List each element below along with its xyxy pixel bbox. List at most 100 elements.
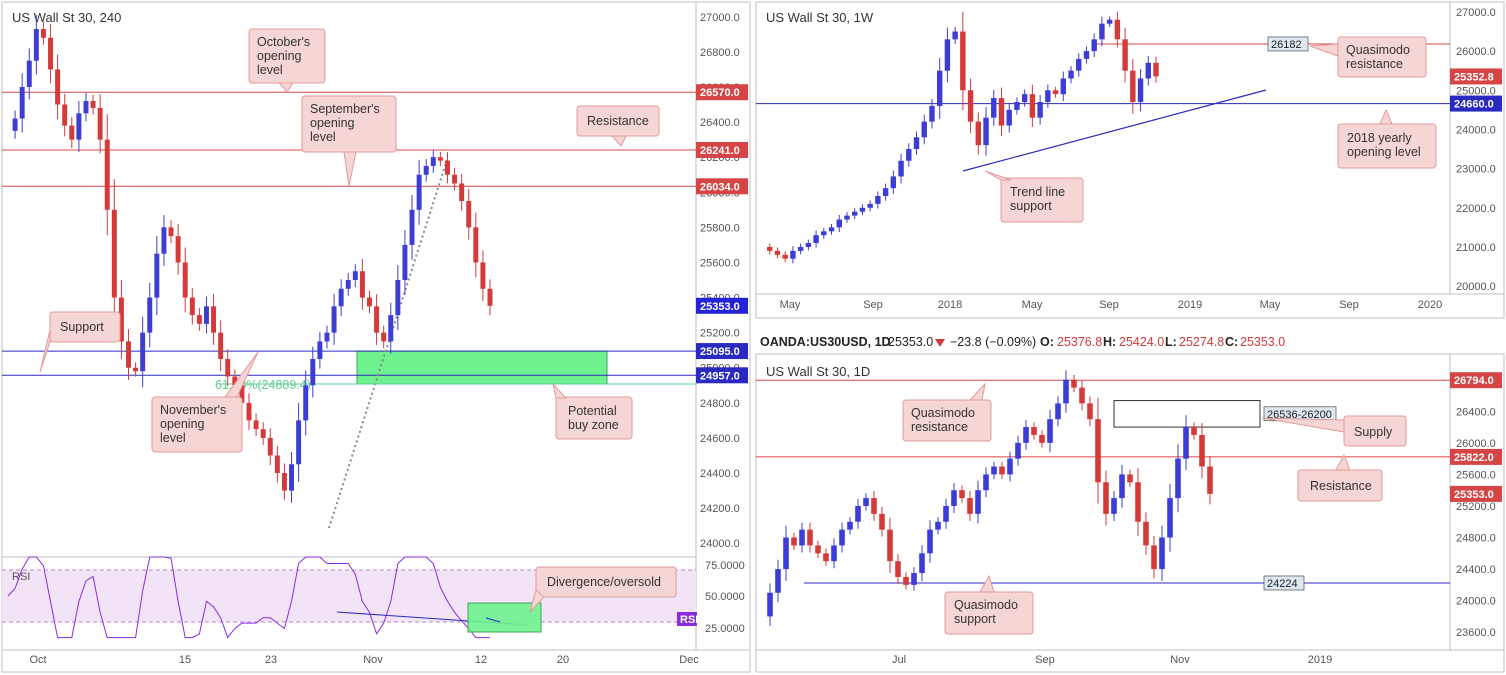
candle-body <box>1095 419 1101 483</box>
candle-body <box>409 209 415 245</box>
svg-text:Resistance: Resistance <box>1310 479 1372 493</box>
candle-body <box>807 529 813 546</box>
symbol-info-bar: OANDA:US30USD, 1D 25353.0 −23.8 (−0.09%)… <box>760 335 1285 349</box>
candle-body <box>1014 102 1020 110</box>
rsi-divergence-tail <box>485 617 501 623</box>
x-tick-label: 12 <box>475 654 487 666</box>
candle-body <box>1153 62 1159 77</box>
candle-body <box>1135 482 1141 522</box>
candle-body <box>168 227 174 237</box>
candle-body <box>1106 19 1113 24</box>
candle-body <box>487 288 493 306</box>
x-tick-label: May <box>1022 299 1043 311</box>
candle-body <box>813 235 819 244</box>
last-price-tag <box>1450 68 1502 85</box>
candle-body <box>90 101 96 109</box>
candle-body <box>296 420 302 465</box>
candle-body <box>437 157 443 161</box>
candle-body <box>882 188 889 197</box>
level-price-tag <box>696 178 748 195</box>
callout-divergence: Divergence/oversold <box>529 566 677 613</box>
candle-body <box>473 227 479 263</box>
candle-body <box>381 332 387 342</box>
candle-body <box>799 529 805 546</box>
candle-body <box>48 37 54 70</box>
level-price-tag <box>1450 448 1502 465</box>
callout-potential-buy-zone: Potential buy zone <box>552 382 633 440</box>
candle-body <box>452 174 458 184</box>
candle-body <box>782 254 788 259</box>
level-tag-label: 24224 <box>1267 578 1298 590</box>
candle-body <box>459 183 465 202</box>
candle-body <box>331 306 337 333</box>
candle-body <box>774 250 781 255</box>
candle-body <box>836 219 842 228</box>
candle-body <box>310 358 316 386</box>
candle-body <box>189 297 195 316</box>
candle-body <box>1145 62 1151 79</box>
candle-body <box>111 209 117 298</box>
candle-body <box>1191 427 1197 435</box>
last-price-tag <box>696 297 748 314</box>
candle-body <box>324 332 330 342</box>
last-price-tag <box>1450 485 1502 502</box>
svg-text:resistance: resistance <box>1346 57 1403 71</box>
candle-body <box>1143 521 1149 546</box>
y-tick-label: 24000.0 <box>700 538 740 550</box>
callout-november-opening: November's opening level <box>151 351 259 453</box>
level-price-label: 25095.0 <box>700 346 740 358</box>
callout-trend-line-support: Trend line support <box>984 170 1084 223</box>
candle-body <box>952 31 958 40</box>
info-open-label: O: <box>1040 335 1054 349</box>
candle-body <box>76 113 82 140</box>
candle-body <box>444 160 450 175</box>
trend-line-support <box>962 89 1267 172</box>
svg-text:November's: November's <box>160 403 226 417</box>
candle-body <box>783 537 789 570</box>
candle-body <box>367 297 372 307</box>
supply-tag-label: 26536-26200 <box>1267 409 1332 421</box>
info-symbol: OANDA:US30USD, 1D <box>760 335 891 349</box>
candle-body <box>303 385 309 421</box>
callout-october-opening: October's opening level <box>248 28 326 93</box>
chart-1w-panel: US Wall St 30, 1W 27000.0 26000.0 25000.0 2… <box>755 1 1505 319</box>
candle-body <box>1023 427 1029 443</box>
last-price-label: 25353.0 <box>700 301 740 313</box>
candle-body <box>1079 387 1085 404</box>
candle-body <box>338 288 344 307</box>
level-price-tag <box>696 141 748 158</box>
candle-body <box>260 429 266 438</box>
candle-body <box>960 31 966 91</box>
y-tick-label: 24400.0 <box>700 468 740 480</box>
svg-text:level: level <box>310 130 336 144</box>
candle-body <box>1083 51 1090 59</box>
candle-body <box>913 137 920 150</box>
candle-body <box>104 139 110 210</box>
candle-body <box>1127 474 1133 483</box>
level-price-label: 26570.0 <box>700 87 740 99</box>
candle-body <box>797 246 804 251</box>
x-tick-label: May <box>780 299 801 311</box>
chart-1d-title: US Wall St 30, 1D <box>766 364 870 379</box>
candle-body <box>1183 427 1189 459</box>
x-tick-label: Nov <box>363 654 383 666</box>
candle-body <box>1175 458 1181 499</box>
svg-text:Divergence/oversold: Divergence/oversold <box>547 575 661 589</box>
candle-body <box>867 203 873 208</box>
candle-body <box>767 246 773 251</box>
x-tick-label: May <box>1260 299 1281 311</box>
candle-body <box>175 236 181 263</box>
candle-body <box>69 125 75 140</box>
chart-4h-title: US Wall St 30, 240 <box>12 10 121 25</box>
candle-body <box>1021 94 1028 103</box>
candle-body <box>852 211 858 216</box>
candle-body <box>253 420 259 430</box>
candle-body <box>140 332 146 372</box>
candle-body <box>1119 474 1125 499</box>
candle-body <box>374 306 380 333</box>
candle-body <box>352 271 358 280</box>
candle-body <box>805 243 812 247</box>
x-tick-label: Nov <box>1170 654 1190 666</box>
candle-body <box>967 498 973 514</box>
